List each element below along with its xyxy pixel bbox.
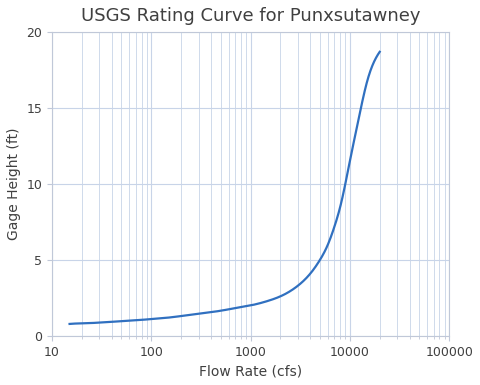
Title: USGS Rating Curve for Punxsutawney: USGS Rating Curve for Punxsutawney [81, 7, 420, 25]
X-axis label: Flow Rate (cfs): Flow Rate (cfs) [199, 364, 302, 378]
Y-axis label: Gage Height (ft): Gage Height (ft) [7, 128, 21, 240]
